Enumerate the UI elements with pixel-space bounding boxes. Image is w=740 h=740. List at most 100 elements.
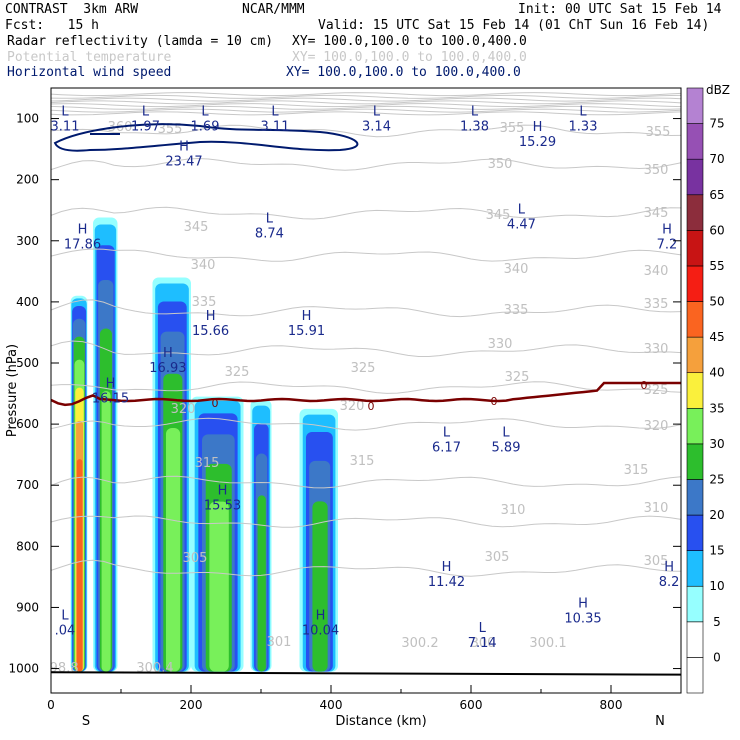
- theta-contour-340: [50, 248, 682, 262]
- wind-extremum-value-20: 11.42: [428, 575, 465, 590]
- wind-extremum-value-17: 6.17: [432, 440, 461, 455]
- theta-label-2-1: 350: [644, 163, 669, 178]
- theta-contour-315: [50, 475, 682, 489]
- theta-label-9-1: 315: [350, 454, 375, 469]
- wind-extremum-kind-16: H: [106, 376, 116, 391]
- valid-time: Valid: 15 UTC Sat 15 Feb 14 (01 ChT Sun …: [318, 18, 710, 33]
- y-tick-label-9: 1000: [8, 662, 39, 676]
- colorbar-label-5: 25: [709, 472, 724, 486]
- y-tick-label-2: 300: [16, 234, 39, 248]
- wind-extremum-value-16: 16.15: [92, 391, 129, 406]
- wind-extremum-kind-24: H: [316, 609, 326, 624]
- theta-label-6-1: 330: [644, 342, 669, 357]
- theta-label-7-0: 325: [225, 365, 250, 380]
- wind-extremum-value-22: 10.35: [564, 611, 601, 626]
- wind-extremum-value-14: 15.91: [288, 324, 325, 339]
- wind-extremum-kind-12: H: [662, 222, 672, 237]
- theta-contour-upper-5: [50, 105, 682, 110]
- wind-extremum-value-4: 3.14: [362, 120, 391, 135]
- theta-contour-upper-6: [50, 108, 682, 113]
- colorbar-swatch-0: [686, 657, 704, 694]
- wind-extremum-value-7: 15.29: [519, 135, 556, 150]
- wind-extremum-value-6: 1.33: [569, 120, 598, 135]
- colorbar-unit: dBZ: [706, 83, 730, 97]
- wind-extremum-value-11: 17.86: [64, 237, 101, 252]
- colorbar-label-7: 35: [709, 401, 724, 415]
- wind-extrema-layer: L3.11L1.97L1.69L3.11L3.14L1.38L1.33H15.2…: [0, 83, 740, 698]
- field-name-theta: Potential temperature: [7, 50, 172, 65]
- theta-label-3-2: 345: [644, 206, 669, 221]
- theta-label-2-0: 350: [488, 157, 513, 172]
- x-tick-label-4: 800: [600, 698, 623, 712]
- reflectivity-cell-2-30dbz: [165, 427, 181, 672]
- theta-contour-upper-2: [50, 97, 682, 102]
- reflectivity-cell-1-30dbz: [101, 390, 111, 672]
- reflectivity-cell-0-45dbz: [76, 459, 83, 672]
- wind-extremum-kind-14: H: [302, 309, 312, 324]
- y-tick-label-3: 400: [16, 295, 39, 309]
- colorbar-swatch-3: [686, 550, 704, 587]
- wind-extremum-kind-13: H: [206, 309, 216, 324]
- y-tick-label-4: 500: [16, 356, 39, 370]
- wind-extremum-kind-1: L: [142, 105, 150, 120]
- theta-label-6-0: 330: [488, 337, 513, 352]
- theta-contour-upper-1: [50, 94, 682, 99]
- wind-extremum-value-15: 16.93: [149, 361, 186, 376]
- theta-contour-305: [50, 559, 682, 577]
- field-xy-reflectivity: XY= 100.0,100.0 to 100.0,400.0: [292, 34, 527, 49]
- colorbar-swatch-9: [686, 336, 704, 374]
- colorbar-label-14: 70: [709, 152, 724, 166]
- theta-label-8-1: 320: [340, 399, 365, 414]
- wind-extremum-kind-10: L: [266, 211, 274, 226]
- theta-label-7-2: 325: [505, 370, 530, 385]
- theta-label-10-1: 310: [644, 501, 669, 516]
- y-tick-label-5: 600: [16, 417, 39, 431]
- x-tick-label-0: 0: [47, 698, 55, 712]
- colorbar-swatch-1: [686, 621, 704, 658]
- colorbar-swatch-16: [686, 87, 704, 124]
- reflectivity-cell-5-25dbz: [312, 501, 328, 672]
- theta-label-17-0: 300.4: [136, 661, 173, 676]
- reflectivity-cell-3-30dbz: [209, 501, 229, 672]
- field-xy-theta: XY= 100.0,100.0 to 100.0,400.0: [292, 50, 527, 65]
- wind-extremum-value-21: 8.2: [659, 575, 680, 590]
- wind-extremum-kind-17: L: [443, 425, 451, 440]
- south-label: S: [82, 714, 90, 729]
- wind-extremum-value-5: 1.38: [460, 120, 489, 135]
- freezing-level-line: [50, 381, 681, 407]
- org-label: NCAR/MMM: [242, 2, 305, 17]
- theta-contour-upper-0: [50, 92, 682, 97]
- theta-label-10-0: 310: [501, 503, 526, 518]
- y-tick-label-8: 900: [16, 600, 39, 614]
- colorbar-label-9: 45: [709, 330, 724, 344]
- theta-label-4-0: 340: [191, 258, 216, 273]
- wind-extremum-value-3: 3.11: [261, 120, 290, 135]
- wind-extremum-kind-3: L: [271, 105, 279, 120]
- theta-label-11-1: 305: [485, 550, 510, 565]
- reflectivity-layer: [51, 88, 681, 693]
- colorbar-swatch-15: [686, 123, 704, 160]
- theta-label-11-2: 305: [644, 554, 669, 569]
- theta-contour-upper-3: [50, 100, 682, 105]
- freezing-level-label-1: 0: [368, 400, 375, 413]
- theta-label-1-0: 355: [158, 122, 183, 137]
- wind-extremum-kind-19: H: [218, 483, 228, 498]
- y-tick-label-6: 700: [16, 478, 39, 492]
- colorbar-label-4: 20: [709, 508, 724, 522]
- colorbar-swatch-10: [686, 301, 704, 338]
- theta-label-5-2: 335: [644, 297, 669, 312]
- colorbar-label-15: 75: [709, 117, 724, 131]
- theta-contour-330: [50, 340, 682, 357]
- freezing-level-label-3: 0: [641, 379, 648, 392]
- colorbar-label-8: 40: [709, 366, 724, 380]
- theta-label-9-2: 315: [624, 463, 649, 478]
- wind-extremum-value-8: 23.47: [165, 154, 202, 169]
- theta-label-9-0: 315: [195, 456, 220, 471]
- theta-contour-320: [50, 417, 682, 431]
- theta-label-3-1: 345: [486, 208, 511, 223]
- theta-label-7-1: 325: [351, 361, 376, 376]
- reflectivity-cell-4-25dbz: [257, 495, 266, 672]
- theta-contour-335: [50, 299, 682, 318]
- model-title: CONTRAST 3km ARW: [5, 2, 139, 17]
- colorbar-label-13: 65: [709, 188, 724, 202]
